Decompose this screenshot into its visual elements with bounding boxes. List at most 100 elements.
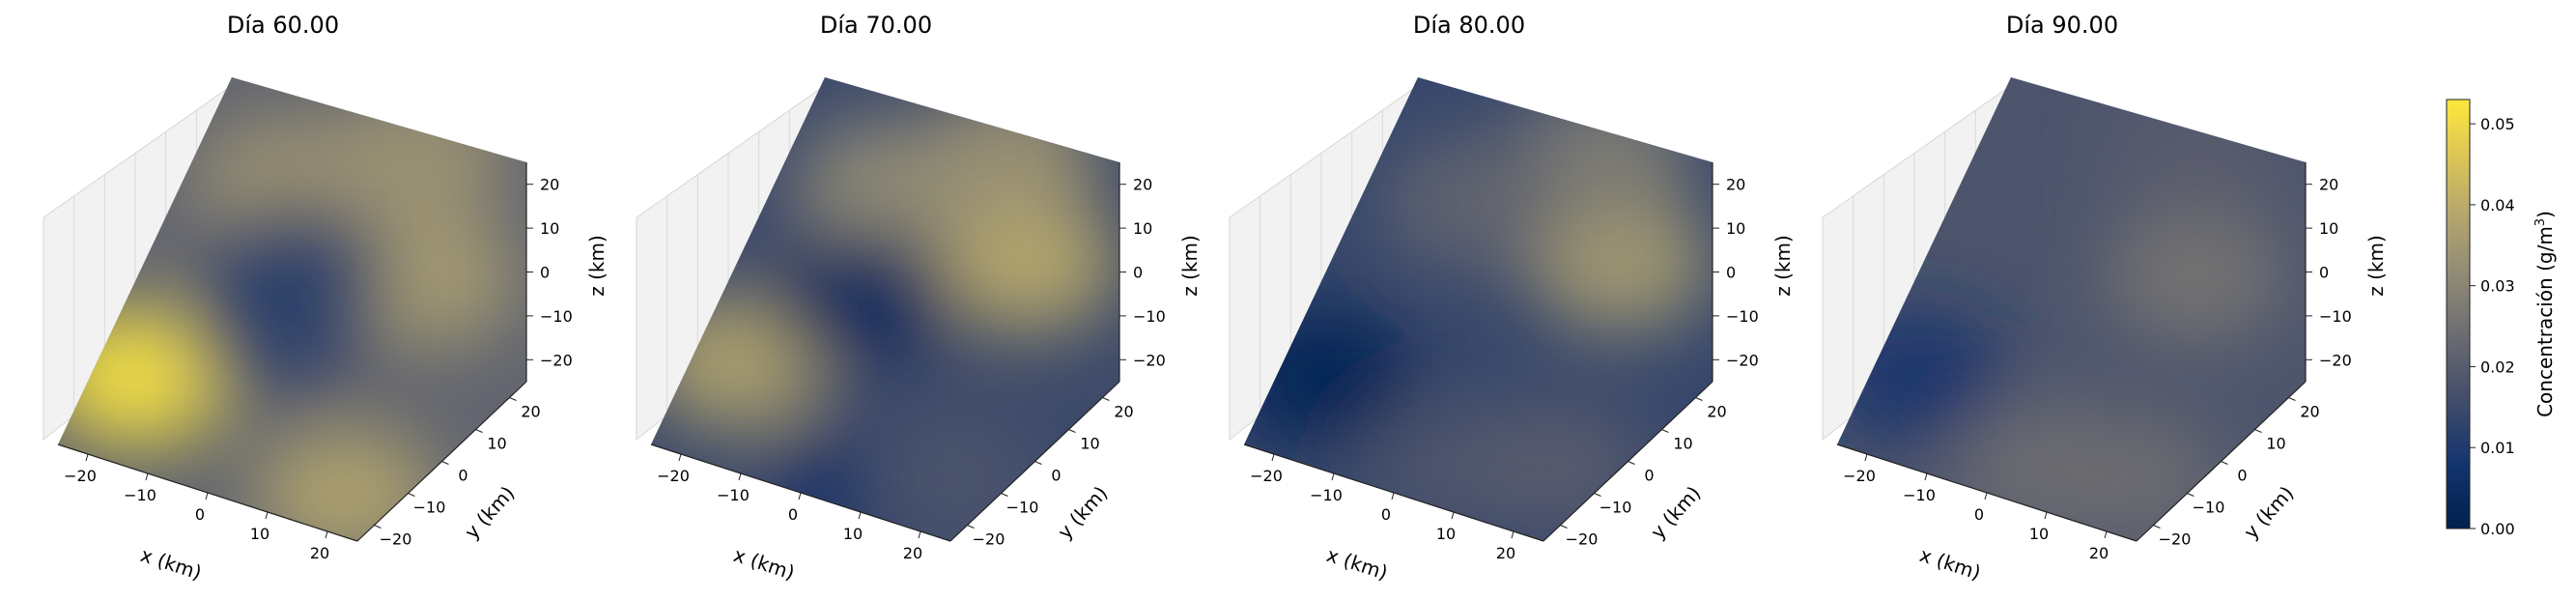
x-axis-label: x (km) — [1917, 543, 1984, 585]
concentration-field — [58, 88, 520, 541]
x-tick — [265, 511, 269, 520]
x-tick — [858, 511, 862, 520]
concentration-blob — [203, 205, 387, 341]
concentration-blob — [2103, 207, 2287, 343]
y-tick-label: 20 — [2300, 403, 2319, 421]
y-tick — [1661, 429, 1669, 433]
y-tick-label: −10 — [1006, 499, 1039, 517]
z-axis-label: z (km) — [1771, 235, 1795, 297]
y-tick-label: 0 — [1051, 467, 1061, 485]
x-tick-label: 20 — [903, 544, 922, 562]
y-tick — [1001, 493, 1008, 497]
y-tick-label: −20 — [2159, 530, 2192, 549]
x-tick-label: 10 — [843, 525, 863, 543]
x-tick-label: −20 — [1250, 467, 1283, 485]
y-tick-label: −20 — [380, 530, 412, 549]
panel-title: Día 80.00 — [1413, 12, 1525, 39]
z-tick-label: 10 — [540, 219, 559, 238]
panel-title: Día 70.00 — [820, 12, 932, 39]
z-tick-label: −20 — [1726, 351, 1759, 369]
z-tick-label: 20 — [1133, 176, 1152, 194]
z-tick-label: 10 — [1726, 219, 1745, 238]
y-axis-label: y (km) — [2239, 481, 2298, 543]
y-tick — [2221, 461, 2228, 465]
x-tick-label: 0 — [1974, 505, 1984, 524]
x-tick-label: −20 — [64, 467, 97, 485]
y-tick-label: 10 — [1080, 435, 1099, 453]
x-tick — [2104, 530, 2108, 539]
z-tick-label: 0 — [1726, 264, 1736, 282]
x-tick — [1391, 492, 1395, 501]
x-tick — [325, 530, 328, 539]
z-tick-label: 0 — [1133, 264, 1143, 282]
z-tick-label: −10 — [540, 307, 573, 326]
y-tick-label: 20 — [1707, 403, 1726, 421]
concentration-blob — [852, 411, 1036, 541]
concentration-blob — [335, 211, 520, 347]
concentration-blob — [2038, 411, 2222, 541]
x-tick-label: 0 — [788, 505, 798, 524]
x-tick-label: 20 — [310, 544, 329, 562]
x-tick — [738, 472, 742, 481]
y-tick-label: 0 — [1644, 467, 1654, 485]
x-tick-label: −10 — [717, 486, 750, 504]
x-tick-label: 10 — [2029, 525, 2049, 543]
colorbar: 0.00 0.01 0.02 0.03 0.04 0.05 Concentración (g… — [2446, 99, 2557, 538]
z-tick-label: 10 — [1133, 219, 1152, 238]
y-axis-label: y (km) — [1646, 481, 1705, 543]
x-tick — [1864, 453, 1868, 462]
colorbar-tick-label: 0.03 — [2480, 277, 2515, 296]
y-tick — [1034, 461, 1042, 465]
y-axis-label: y (km) — [460, 481, 519, 543]
x-tick-label: 0 — [1381, 505, 1391, 524]
z-tick-label: −20 — [1133, 351, 1166, 369]
y-tick-label: 0 — [458, 467, 467, 485]
y-tick-label: −10 — [2193, 499, 2225, 517]
z-tick-label: −10 — [1133, 307, 1166, 326]
y-tick-label: −20 — [973, 530, 1005, 549]
panel-title: Día 60.00 — [227, 12, 339, 39]
y-tick — [1560, 525, 1568, 529]
z-tick-label: 20 — [2319, 176, 2338, 194]
y-tick-label: 10 — [487, 435, 506, 453]
x-tick — [798, 492, 802, 501]
z-tick-label: −20 — [540, 351, 573, 369]
colorbar-tick-label: 0.04 — [2480, 196, 2515, 215]
x-tick-label: −10 — [1903, 486, 1936, 504]
z-axis-label: z (km) — [585, 235, 609, 297]
y-tick — [1102, 397, 1110, 401]
colorbar-tick-label: 0.00 — [2480, 520, 2515, 538]
z-tick-label: 20 — [540, 176, 559, 194]
z-axis-label: z (km) — [2364, 235, 2388, 297]
x-tick-label: −10 — [124, 486, 156, 504]
y-axis-label: y (km) — [1053, 481, 1112, 543]
y-tick — [374, 525, 382, 529]
x-tick-label: 10 — [1436, 525, 1456, 543]
x-tick — [205, 492, 209, 501]
y-tick — [1695, 397, 1703, 401]
z-tick-label: 20 — [1726, 176, 1745, 194]
y-tick — [967, 525, 975, 529]
colorbar-tick-label: 0.02 — [2480, 358, 2515, 376]
y-tick-label: −10 — [1599, 499, 1632, 517]
x-tick — [2044, 511, 2048, 520]
z-tick-label: −10 — [2319, 307, 2352, 326]
x-tick — [1511, 530, 1514, 539]
z-axis-label: z (km) — [1178, 235, 1202, 297]
y-tick — [2254, 429, 2262, 433]
panel-title: Día 90.00 — [2006, 12, 2118, 39]
concentration-blob — [2103, 88, 2287, 224]
x-tick — [1451, 511, 1455, 520]
colorbar-tick-label: 0.01 — [2480, 439, 2515, 457]
concentration-field — [651, 88, 1119, 541]
y-tick-label: −20 — [1566, 530, 1599, 549]
z-tick-label: 10 — [2319, 219, 2338, 238]
y-tick — [1068, 429, 1076, 433]
y-tick — [408, 493, 415, 497]
x-tick — [918, 530, 921, 539]
x-tick — [1331, 472, 1335, 481]
x-axis-label: x (km) — [1324, 543, 1391, 585]
